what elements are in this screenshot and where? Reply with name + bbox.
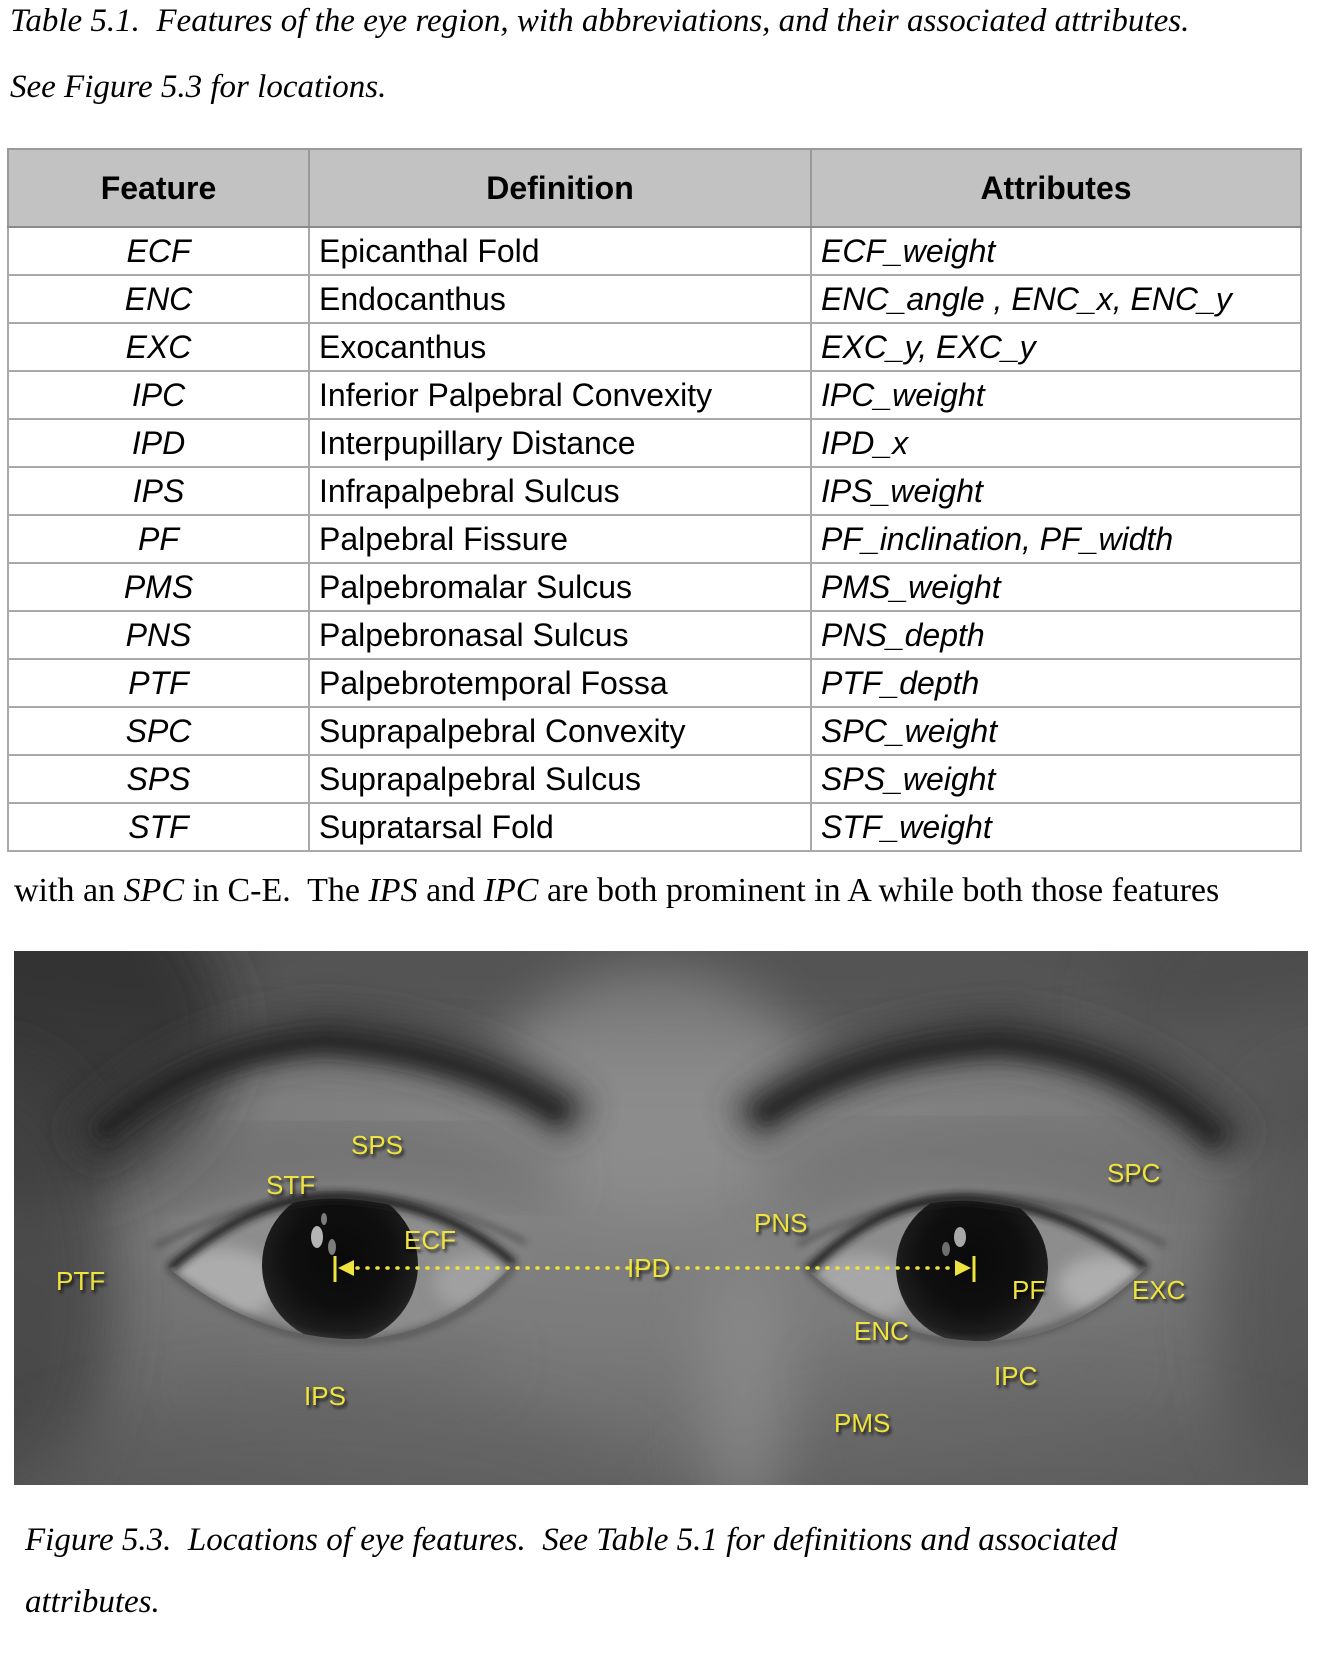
figure-label-pf: PF xyxy=(1012,1275,1046,1305)
table-cell-attributes: STF_weight xyxy=(810,802,1302,852)
figure-label-ptf: PTF xyxy=(56,1266,106,1296)
table-cell-feature: SPC xyxy=(7,706,310,756)
table-cell-feature: IPS xyxy=(7,466,310,516)
table-cell-definition: Inferior Palpebral Convexity xyxy=(308,370,812,420)
figure-label-spc: SPC xyxy=(1107,1158,1161,1188)
column-header-definition: Definition xyxy=(308,148,812,228)
table-cell-feature: PMS xyxy=(7,562,310,612)
table-cell-attributes: EXC_y, EXC_y xyxy=(810,322,1302,372)
table-cell-definition: Palpebrotemporal Fossa xyxy=(308,658,812,708)
table-caption-line1: Table 5.1. Features of the eye region, w… xyxy=(10,3,1190,39)
table-cell-definition: Palpebral Fissure xyxy=(308,514,812,564)
table-cell-feature: ENC xyxy=(7,274,310,324)
figure-label-layer: SPS STF ECF PTF IPS IPD PNS SPC PF EXC ENC IPC PMS xyxy=(14,951,1308,1485)
table-cell-definition: Suprapalpebral Convexity xyxy=(308,706,812,756)
body-abbrev-ips: IPS xyxy=(368,872,418,909)
eye-region-photo: SPS STF ECF PTF IPS IPD PNS SPC PF EXC ENC IPC PMS xyxy=(14,951,1308,1485)
table-cell-feature: IPD xyxy=(7,418,310,468)
column-header-feature: Feature xyxy=(7,148,310,228)
table-row: SPC Suprapalpebral Convexity SPC_weight xyxy=(7,706,1302,756)
body-text-part: and xyxy=(417,872,484,909)
figure-label-ips: IPS xyxy=(304,1381,346,1411)
table-cell-feature: IPC xyxy=(7,370,310,420)
table-cell-definition: Supratarsal Fold xyxy=(308,802,812,852)
column-header-attributes: Attributes xyxy=(810,148,1302,228)
table-row: IPD Interpupillary Distance IPD_x xyxy=(7,418,1302,468)
figure-label-ipc: IPC xyxy=(994,1361,1038,1391)
table-row: SPS Suprapalpebral Sulcus SPS_weight xyxy=(7,754,1302,804)
body-text: with an SPC in C-E. The IPS and IPC are … xyxy=(14,871,1219,912)
ipd-left-arrowhead xyxy=(338,1260,354,1276)
body-text-part: in C-E. The xyxy=(184,872,369,909)
right-iris xyxy=(896,1200,1048,1342)
table-cell-definition: Interpupillary Distance xyxy=(308,418,812,468)
table-cell-definition: Suprapalpebral Sulcus xyxy=(308,754,812,804)
table-cell-attributes: SPC_weight xyxy=(810,706,1302,756)
right-eye xyxy=(804,1194,1149,1411)
body-abbrev-spc: SPC xyxy=(123,872,184,909)
ipd-measurement xyxy=(333,1256,976,1282)
table-row: PMS Palpebromalar Sulcus PMS_weight xyxy=(7,562,1302,612)
table-cell-attributes: SPS_weight xyxy=(810,754,1302,804)
eye-photo-art xyxy=(14,951,1308,1485)
table-cell-feature: PF xyxy=(7,514,310,564)
table-cell-attributes: IPS_weight xyxy=(810,466,1302,516)
figure-label-pns: PNS xyxy=(754,1208,808,1238)
table-cell-feature: PNS xyxy=(7,610,310,660)
figure-label-enc: ENC xyxy=(854,1316,909,1346)
table-cell-feature: SPS xyxy=(7,754,310,804)
right-eyebrow xyxy=(729,1009,1252,1165)
table-cell-definition: Endocanthus xyxy=(308,274,812,324)
table-cell-attributes: IPD_x xyxy=(810,418,1302,468)
table-row: EXC Exocanthus EXC_y, EXC_y xyxy=(7,322,1302,372)
table-row: PNS Palpebronasal Sulcus PNS_depth xyxy=(7,610,1302,660)
figure-label-pms: PMS xyxy=(834,1408,891,1438)
table-cell-attributes: PTF_depth xyxy=(810,658,1302,708)
figure-label-stf: STF xyxy=(266,1170,316,1200)
table-cell-feature: PTF xyxy=(7,658,310,708)
ipd-right-arrowhead xyxy=(955,1260,971,1276)
figure-caption-line2: attributes. xyxy=(25,1584,160,1620)
table-cell-definition: Infrapalpebral Sulcus xyxy=(308,466,812,516)
table-row: ECF Epicanthal Fold ECF_weight xyxy=(7,226,1302,276)
table-cell-attributes: PF_inclination, PF_width xyxy=(810,514,1302,564)
figure-caption-line1: Figure 5.3. Locations of eye features. S… xyxy=(25,1522,1118,1558)
table-cell-attributes: PMS_weight xyxy=(810,562,1302,612)
table-cell-attributes: ECF_weight xyxy=(810,226,1302,276)
table-row: IPC Inferior Palpebral Convexity IPC_weigh… xyxy=(7,370,1302,420)
table-cell-feature: STF xyxy=(7,802,310,852)
table-cell-attributes: PNS_depth xyxy=(810,610,1302,660)
table-caption-line2: See Figure 5.3 for locations. xyxy=(10,69,387,105)
table-header-row: Feature Definition Attributes xyxy=(7,148,1302,228)
table-cell-definition: Epicanthal Fold xyxy=(308,226,812,276)
table-row: ENC Endocanthus ENC_angle , ENC_x, ENC_y xyxy=(7,274,1302,324)
body-text-part: are both prominent in A while both those… xyxy=(538,872,1220,909)
figure-label-ipd: IPD xyxy=(627,1253,671,1283)
body-abbrev-ipc: IPC xyxy=(483,872,539,909)
left-eyebrow xyxy=(67,1007,594,1162)
left-iris xyxy=(262,1198,418,1340)
table-row: PF Palpebral Fissure PF_inclination, PF_wi… xyxy=(7,514,1302,564)
body-text-part: with an xyxy=(14,872,124,909)
figure-label-ecf: ECF xyxy=(404,1225,456,1255)
table-cell-feature: ECF xyxy=(7,226,310,276)
table-cell-attributes: IPC_weight xyxy=(810,370,1302,420)
table-cell-definition: Palpebronasal Sulcus xyxy=(308,610,812,660)
figure-label-exc: EXC xyxy=(1132,1275,1186,1305)
table-body: ECF Epicanthal Fold ECF_weight ENC Endocanth… xyxy=(7,226,1302,852)
table-cell-definition: Exocanthus xyxy=(308,322,812,372)
table-row: IPS Infrapalpebral Sulcus IPS_weight xyxy=(7,466,1302,516)
features-table: Feature Definition Attributes ECF Epicant… xyxy=(7,148,1302,852)
table-cell-attributes: ENC_angle , ENC_x, ENC_y xyxy=(810,274,1302,324)
figure-label-sps: SPS xyxy=(351,1130,404,1160)
table-cell-definition: Palpebromalar Sulcus xyxy=(308,562,812,612)
table-cell-feature: EXC xyxy=(7,322,310,372)
table-row: STF Supratarsal Fold STF_weight xyxy=(7,802,1302,852)
table-row: PTF Palpebrotemporal Fossa PTF_depth xyxy=(7,658,1302,708)
